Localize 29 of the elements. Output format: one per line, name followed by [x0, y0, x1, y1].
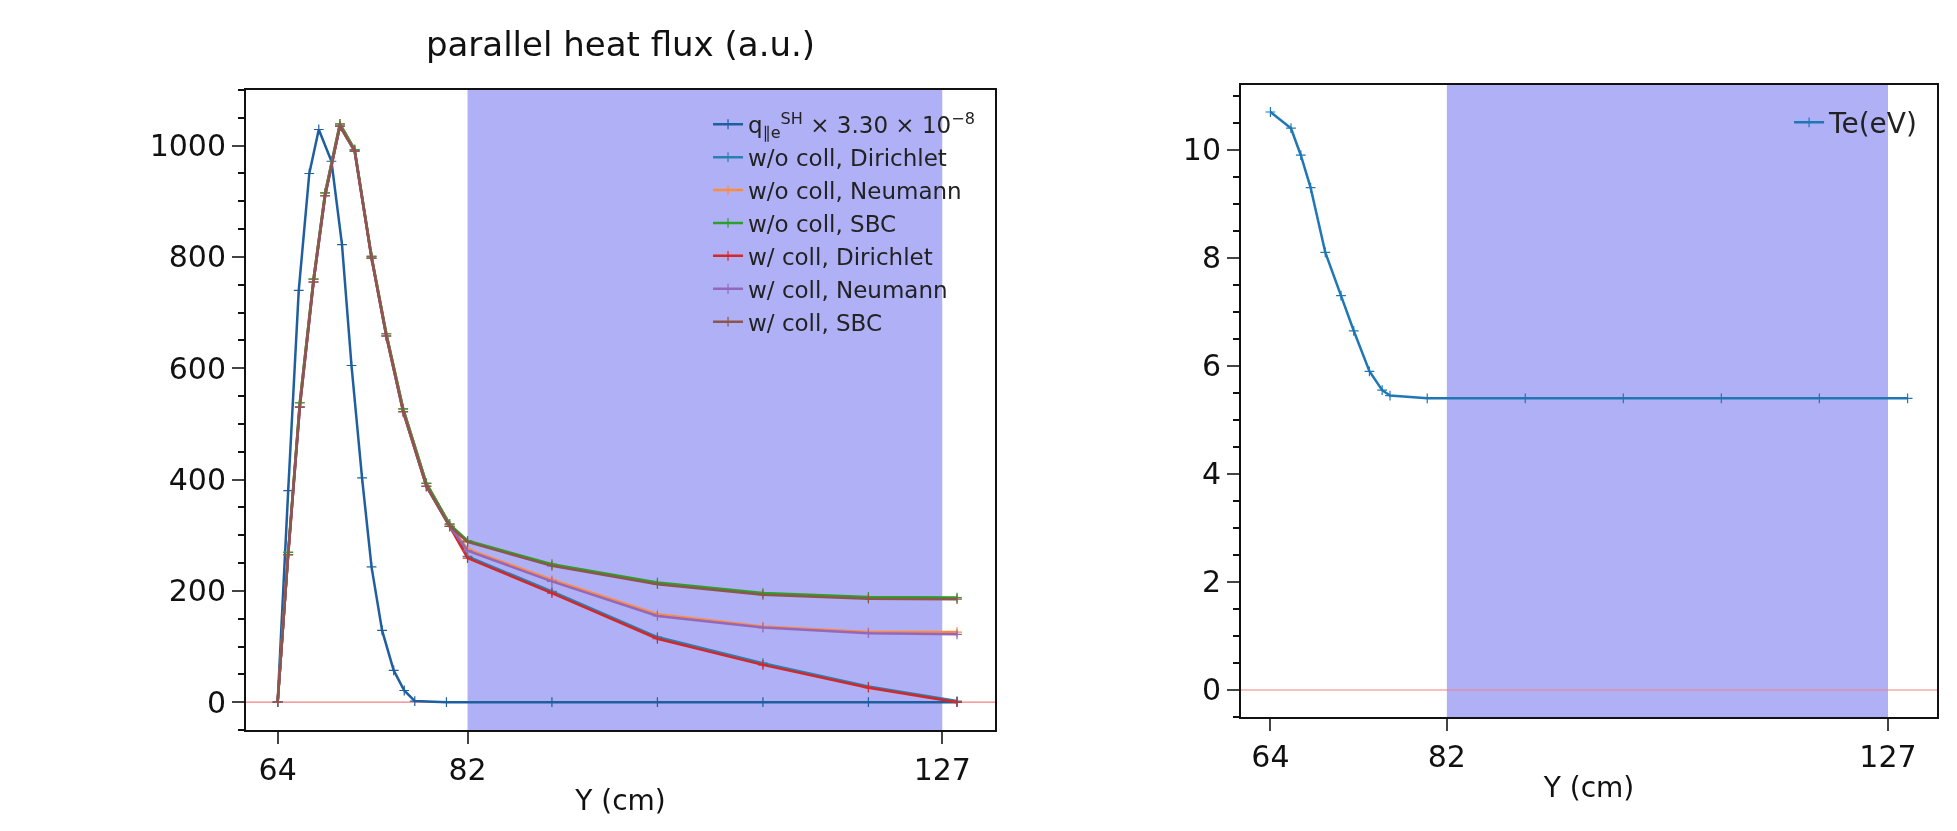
y-tick-label: 800: [168, 239, 226, 275]
y-tick-label: 8: [1201, 240, 1221, 276]
y-tick-label: 0: [1201, 672, 1221, 708]
y-tick-label: 400: [168, 462, 226, 498]
y-tick-label: 0: [206, 684, 226, 720]
x-tick-label: 82: [1427, 739, 1466, 774]
x-axis-title: Y (cm): [574, 783, 666, 817]
legend-label: w/ coll, Dirichlet: [748, 243, 933, 270]
legend-label: w/o coll, Neumann: [748, 178, 962, 205]
y-tick-label: 600: [168, 350, 226, 386]
y-tick-label: 200: [168, 573, 226, 609]
y-tick-label: 6: [1201, 348, 1221, 384]
y-tick-label: 2: [1201, 564, 1221, 600]
legend-label: Te(eV): [1828, 107, 1917, 141]
legend-label: w/ coll, Neumann: [748, 276, 948, 303]
x-axis-title: Y (cm): [1542, 770, 1635, 804]
legend-label: q$_{∥e}$$^{SH}$ × 3.30 × 10$^{−8}$: [748, 108, 975, 143]
chart-title: parallel heat flux (a.u.): [425, 23, 816, 64]
x-tick-label: 127: [1859, 739, 1917, 774]
legend-label: w/o coll, Dirichlet: [748, 145, 947, 172]
x-tick-label: 127: [913, 752, 971, 787]
y-tick-label: 1000: [149, 128, 226, 164]
x-tick-label: 82: [448, 752, 487, 787]
y-tick-label: 4: [1201, 456, 1221, 492]
legend-label: w/o coll, SBC: [748, 210, 897, 237]
legend-label: w/ coll, SBC: [748, 309, 883, 336]
x-tick-label: 64: [258, 752, 297, 787]
y-tick-label: 10: [1182, 132, 1221, 168]
x-tick-label: 64: [1251, 739, 1290, 774]
